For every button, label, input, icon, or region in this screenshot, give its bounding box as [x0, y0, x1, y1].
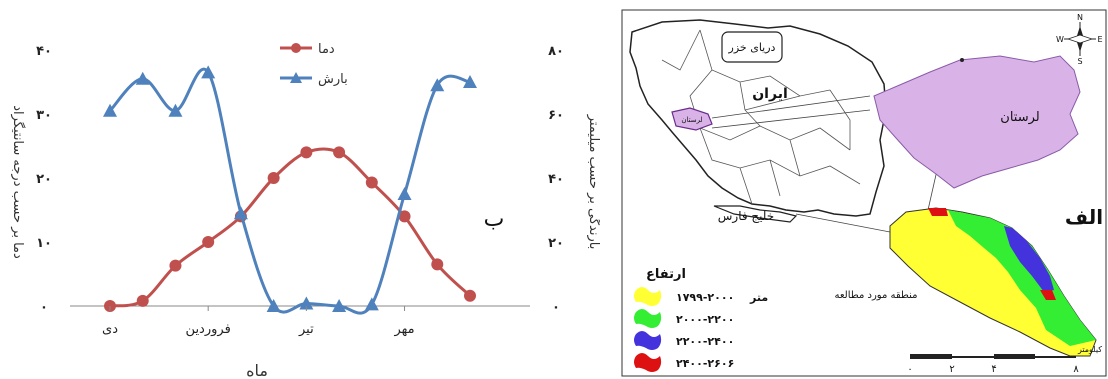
x-tick-label: مهر	[393, 322, 414, 337]
lorestan-inset-label: لرستان	[681, 116, 702, 124]
iran-label: ایران	[752, 86, 788, 102]
scale-tick-label: ۴	[991, 364, 996, 375]
legend-precip-marker	[290, 72, 302, 83]
precip-point	[332, 299, 347, 312]
connector-line-study	[927, 59, 963, 211]
left-y-tick-label: ۴۰	[36, 44, 52, 59]
chart-ticks-group: ۰ ۱۰ ۲۰ ۳۰ ۴۰ ۰ ۲۰ ۴۰ ۶۰ ۸۰ دی فروردین تیر مهر	[36, 44, 564, 337]
scale-tick-label: ۰	[907, 364, 912, 375]
temp-point	[300, 146, 313, 159]
left-y-tick-label: ۳۰	[36, 108, 52, 123]
legend-precip-label: بارش	[318, 72, 348, 87]
temp-point	[169, 259, 182, 272]
gulf-label: خلیج فارس	[718, 209, 774, 224]
x-tick-label: تیر	[298, 322, 314, 337]
precip-point	[168, 103, 183, 117]
legend-swatch	[634, 331, 662, 350]
precip-point	[463, 75, 477, 88]
legend-item-label: ۲۴۰۰-۲۶۰۶	[676, 357, 734, 370]
chart-series-group	[103, 65, 477, 315]
legend-temp-label: دما	[318, 42, 335, 57]
scale-tick-label: ۲	[949, 364, 954, 375]
x-axis-title: ماه	[246, 361, 268, 379]
map-panel-label: الف	[1065, 205, 1103, 229]
elevation-legend: ارتفاع ۱۷۹۹-۲۰۰۰ ۲۰۰۰-۲۲۰۰ ۲۲۰۰-۲۴۰۰ ۲۴۰۰-۲…	[634, 267, 768, 372]
connector-line-top	[711, 95, 871, 119]
caspian-sea	[721, 31, 783, 63]
precip-point	[233, 206, 248, 220]
study-area-elevation	[889, 207, 1097, 357]
temp-point	[136, 294, 149, 307]
legend-swatch	[634, 309, 662, 328]
right-y-tick-label: ۸۰	[548, 44, 564, 59]
legend-swatch	[634, 353, 662, 372]
legend-title: ارتفاع	[646, 267, 686, 282]
precip-point	[430, 78, 445, 92]
scale-tick-label: ۸	[1073, 364, 1079, 375]
legend-item-label: ۲۲۰۰-۲۴۰۰	[676, 335, 734, 348]
north-e-label: E	[1097, 35, 1102, 44]
legend-unit: متر	[749, 291, 768, 304]
left-y-tick-label: ۱۰	[36, 236, 52, 251]
precip-point	[135, 71, 150, 85]
chart-legend: دما بارش	[280, 42, 348, 87]
study-area-marker	[960, 58, 964, 62]
legend-temp-marker	[291, 43, 301, 53]
precip-point	[364, 297, 379, 311]
temp-point	[365, 176, 378, 189]
left-axis-title: دما بر حسب درجه سانتیگراد	[10, 105, 26, 259]
precip-point	[299, 296, 314, 310]
series-line-0	[109, 147, 472, 308]
map-frame	[621, 9, 1107, 377]
north-arrow-icon	[1064, 22, 1096, 56]
right-y-tick-label: ۰	[552, 300, 560, 315]
north-s-label: S	[1077, 57, 1082, 66]
north-w-label: W	[1056, 35, 1064, 44]
right-y-tick-label: ۲۰	[548, 236, 564, 251]
climate-chart: ۰ ۱۰ ۲۰ ۳۰ ۴۰ ۰ ۲۰ ۴۰ ۶۰ ۸۰ دی فروردین تیر مهر دما بر…	[10, 42, 600, 379]
legend-swatch	[634, 287, 662, 306]
persian-gulf	[713, 205, 798, 223]
x-tick-label: دی	[102, 322, 118, 337]
chart-panel-label: ب	[484, 207, 505, 232]
temp-point	[267, 172, 280, 184]
lorestan-province	[873, 55, 1081, 189]
left-y-tick-label: ۲۰	[36, 172, 52, 187]
iran-map	[629, 19, 887, 223]
temp-point	[464, 289, 476, 302]
connector-line-bottom	[711, 109, 871, 129]
north-n-label: N	[1077, 13, 1083, 22]
legend-item-label: ۱۷۹۹-۲۰۰۰	[676, 291, 734, 304]
right-axis-title: بارندگی بر حسب میلیمتر	[586, 114, 600, 250]
lorestan-inset-highlight	[671, 107, 713, 131]
temp-point	[398, 210, 411, 223]
temp-point	[333, 146, 346, 159]
precip-point	[201, 65, 216, 79]
x-tick-label: فروردین	[186, 322, 231, 337]
precip-point	[266, 299, 281, 312]
scale-bar: ۰ ۲ ۴ ۸ کیلومتر	[907, 345, 1102, 375]
temp-point	[431, 258, 444, 271]
left-y-tick-label: ۰	[40, 300, 48, 315]
lorestan-label: لرستان	[1000, 110, 1039, 125]
temp-point	[202, 236, 215, 248]
connector-line-gulf	[795, 213, 891, 233]
precip-point	[103, 103, 117, 117]
precip-point	[397, 187, 412, 200]
study-area-label: منطقه مورد مطالعه	[835, 290, 918, 301]
legend-item-label: ۲۰۰۰-۲۲۰۰	[676, 313, 734, 326]
scale-unit-label: کیلومتر	[1077, 345, 1102, 354]
right-y-tick-label: ۶۰	[548, 108, 564, 123]
caspian-label: دریای خزر	[728, 41, 776, 54]
right-y-tick-label: ۴۰	[548, 172, 564, 187]
